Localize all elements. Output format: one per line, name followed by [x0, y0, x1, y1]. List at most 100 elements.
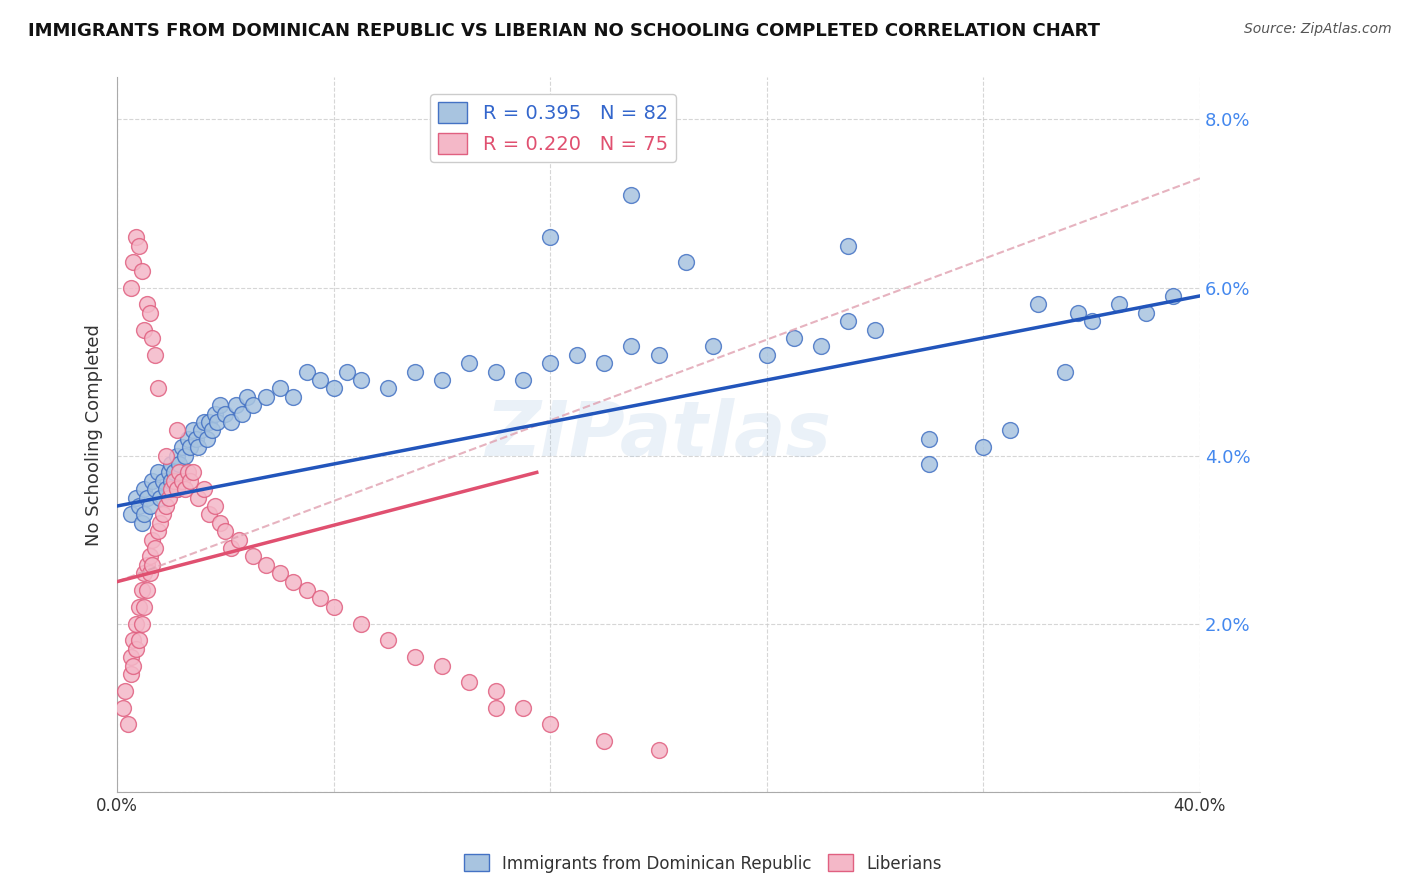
Point [309, 591, 332, 606]
Point [181, 423, 204, 437]
Point [155, 449, 177, 463]
Point [111, 700, 134, 714]
Point [755, 348, 778, 362]
Point [219, 415, 242, 429]
Point [152, 508, 174, 522]
Point [193, 415, 215, 429]
Point [702, 339, 724, 353]
Point [141, 558, 163, 572]
Point [160, 474, 183, 488]
Point [143, 541, 166, 555]
Point [138, 549, 160, 564]
Point [125, 491, 148, 505]
Point [157, 491, 180, 505]
Point [214, 524, 236, 539]
Point [136, 297, 159, 311]
Point [647, 742, 669, 756]
Point [179, 474, 201, 488]
Point [593, 356, 616, 370]
Point [176, 466, 198, 480]
Point [146, 466, 169, 480]
Point [538, 356, 561, 370]
Point [209, 516, 232, 530]
Point [620, 339, 643, 353]
Point [783, 331, 806, 345]
Point [512, 373, 534, 387]
Point [538, 230, 561, 244]
Point [972, 440, 994, 454]
Point [430, 373, 453, 387]
Point [169, 466, 191, 480]
Point [134, 508, 156, 522]
Point [810, 339, 832, 353]
Point [1053, 365, 1076, 379]
Point [485, 684, 508, 698]
Point [322, 381, 344, 395]
Point [149, 516, 172, 530]
Point [675, 255, 697, 269]
Point [187, 440, 209, 454]
Point [295, 582, 318, 597]
Point [134, 322, 156, 336]
Point [207, 415, 229, 429]
Point [350, 616, 373, 631]
Point [350, 373, 373, 387]
Legend: R = 0.395   N = 82, R = 0.220   N = 75: R = 0.395 N = 82, R = 0.220 N = 75 [430, 95, 676, 162]
Point [281, 390, 304, 404]
Point [125, 641, 148, 656]
Point [918, 432, 941, 446]
Point [322, 599, 344, 614]
Point [149, 491, 172, 505]
Point [117, 717, 139, 731]
Point [404, 650, 426, 665]
Point [131, 263, 153, 277]
Point [309, 373, 332, 387]
Point [122, 633, 145, 648]
Point [131, 616, 153, 631]
Point [169, 457, 191, 471]
Point [136, 582, 159, 597]
Point [193, 482, 215, 496]
Point [120, 280, 142, 294]
Point [242, 398, 264, 412]
Point [512, 700, 534, 714]
Point [172, 474, 194, 488]
Point [141, 533, 163, 547]
Point [138, 566, 160, 581]
Point [204, 407, 226, 421]
Point [166, 449, 188, 463]
Point [209, 398, 232, 412]
Point [269, 381, 291, 395]
Y-axis label: No Schooling Completed: No Schooling Completed [86, 324, 103, 546]
Point [198, 415, 221, 429]
Point [198, 508, 221, 522]
Point [143, 348, 166, 362]
Point [163, 466, 186, 480]
Point [143, 482, 166, 496]
Point [128, 499, 150, 513]
Point [242, 549, 264, 564]
Point [146, 381, 169, 395]
Point [155, 499, 177, 513]
Point [160, 457, 183, 471]
Point [1067, 306, 1090, 320]
Point [128, 238, 150, 252]
Point [225, 398, 247, 412]
Point [377, 381, 399, 395]
Point [236, 390, 259, 404]
Point [647, 348, 669, 362]
Point [134, 599, 156, 614]
Point [155, 482, 177, 496]
Text: Source: ZipAtlas.com: Source: ZipAtlas.com [1244, 22, 1392, 37]
Point [1161, 289, 1184, 303]
Point [430, 658, 453, 673]
Point [254, 390, 277, 404]
Point [1135, 306, 1157, 320]
Point [122, 658, 145, 673]
Point [593, 734, 616, 748]
Point [204, 499, 226, 513]
Point [179, 440, 201, 454]
Point [141, 331, 163, 345]
Point [134, 482, 156, 496]
Point [166, 423, 188, 437]
